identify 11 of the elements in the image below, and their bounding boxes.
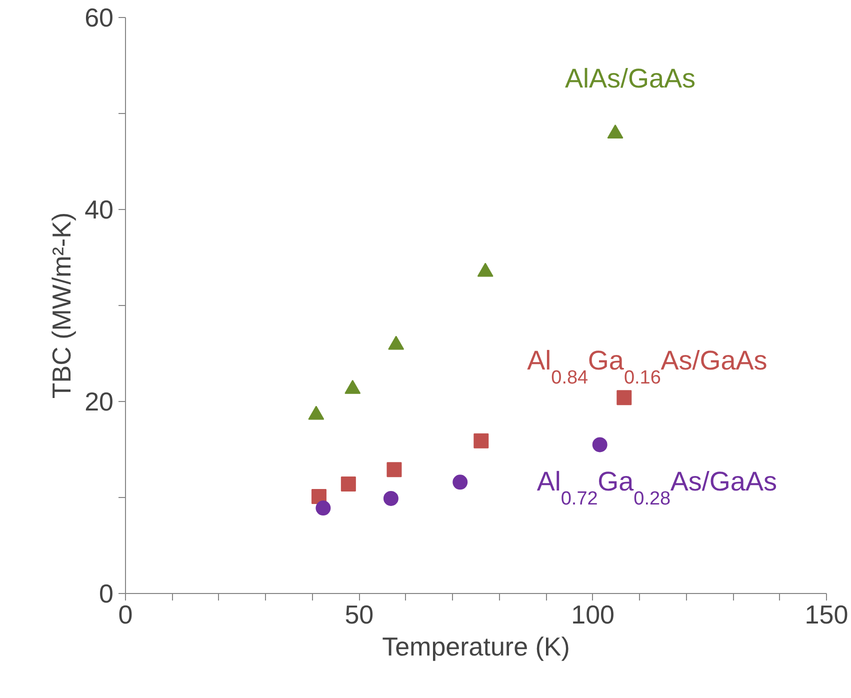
- x-tick-label: 0: [118, 600, 133, 630]
- y-tick-label: 60: [84, 2, 114, 32]
- x-axis-title: Temperature (K): [382, 632, 570, 662]
- x-tick-label: 150: [804, 600, 848, 630]
- y-tick-label: 40: [84, 194, 114, 224]
- series-label: AlAs/GaAs: [564, 64, 696, 94]
- y-tick-label: 0: [99, 578, 114, 608]
- y-tick-label: 20: [84, 386, 114, 416]
- x-tick-label: 100: [571, 600, 615, 630]
- x-tick-label: 50: [344, 600, 374, 630]
- y-axis-title: TBC (MW/m²-K): [46, 212, 77, 399]
